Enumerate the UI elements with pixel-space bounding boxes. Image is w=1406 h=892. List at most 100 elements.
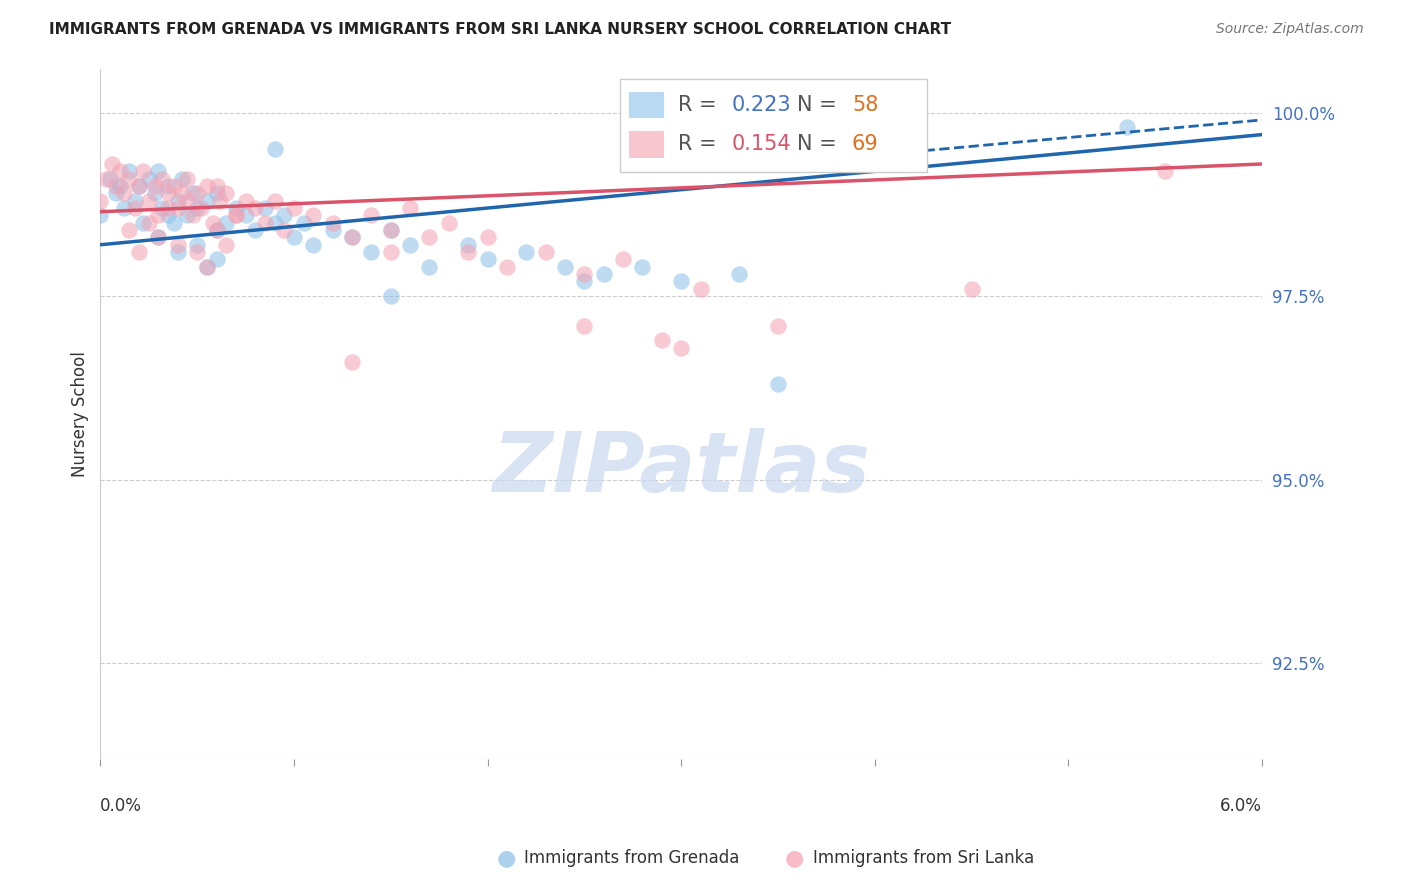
Point: [651, 333, 673, 347]
Point: [112, 186, 135, 201]
Text: N =: N =: [797, 135, 844, 154]
Point: [186, 237, 208, 252]
Point: [263, 216, 285, 230]
Point: [399, 237, 422, 252]
Point: [170, 186, 193, 201]
Point: [98, 171, 121, 186]
Point: [253, 216, 276, 230]
Text: Source: ZipAtlas.com: Source: ZipAtlas.com: [1216, 22, 1364, 37]
Point: [235, 208, 257, 222]
Point: [340, 230, 363, 244]
Point: [166, 237, 188, 252]
Point: [148, 230, 170, 244]
Point: [132, 164, 155, 178]
Point: [283, 201, 305, 215]
Point: [1115, 120, 1137, 135]
Point: [96, 171, 118, 186]
Point: [166, 201, 188, 215]
Point: [195, 194, 218, 208]
Point: [124, 201, 146, 215]
Point: [148, 230, 170, 244]
Point: [302, 237, 325, 252]
Text: ●: ●: [785, 848, 804, 868]
Point: [118, 223, 141, 237]
Point: [215, 216, 238, 230]
Point: [205, 252, 228, 267]
Point: [209, 194, 232, 208]
Point: [186, 201, 208, 215]
Point: [138, 194, 160, 208]
Point: [380, 245, 402, 260]
Text: N =: N =: [797, 95, 844, 115]
Point: [148, 164, 170, 178]
Point: [418, 260, 440, 274]
Point: [176, 208, 198, 222]
Point: [176, 194, 198, 208]
Point: [631, 260, 654, 274]
Point: [215, 237, 238, 252]
Point: [418, 230, 440, 244]
Point: [766, 377, 789, 392]
Point: [118, 164, 141, 178]
Point: [205, 223, 228, 237]
FancyBboxPatch shape: [620, 78, 928, 172]
Point: [143, 186, 166, 201]
Point: [457, 237, 479, 252]
Point: [437, 216, 460, 230]
Point: [574, 275, 596, 289]
Point: [1154, 164, 1177, 178]
Point: [245, 201, 267, 215]
Point: [457, 245, 479, 260]
Point: [112, 201, 135, 215]
Point: [360, 245, 382, 260]
Point: [124, 194, 146, 208]
Point: [181, 186, 204, 201]
Text: Immigrants from Grenada: Immigrants from Grenada: [524, 849, 740, 867]
Point: [143, 179, 166, 194]
Bar: [628, 92, 664, 119]
Point: [157, 208, 180, 222]
Point: [195, 260, 218, 274]
Point: [170, 171, 193, 186]
Point: [534, 245, 557, 260]
Point: [380, 289, 402, 303]
Text: 0.154: 0.154: [731, 135, 790, 154]
Point: [163, 216, 186, 230]
Point: [163, 179, 186, 194]
Point: [128, 179, 150, 194]
Point: [960, 282, 983, 296]
Point: [669, 341, 692, 355]
Point: [515, 245, 537, 260]
Point: [235, 194, 257, 208]
Point: [157, 186, 180, 201]
Text: 58: 58: [852, 95, 879, 115]
Point: [496, 260, 519, 274]
Point: [104, 179, 127, 194]
Point: [128, 245, 150, 260]
Point: [273, 208, 295, 222]
Point: [89, 208, 111, 222]
Point: [150, 201, 173, 215]
Point: [190, 201, 212, 215]
Point: [689, 282, 711, 296]
Point: [205, 179, 228, 194]
Text: IMMIGRANTS FROM GRENADA VS IMMIGRANTS FROM SRI LANKA NURSERY SCHOOL CORRELATION : IMMIGRANTS FROM GRENADA VS IMMIGRANTS FR…: [49, 22, 952, 37]
Point: [89, 194, 111, 208]
Point: [340, 230, 363, 244]
Point: [128, 179, 150, 194]
Text: ZIPatlas: ZIPatlas: [492, 428, 870, 509]
Y-axis label: Nursery School: Nursery School: [72, 351, 89, 476]
Point: [225, 201, 247, 215]
Point: [205, 223, 228, 237]
Text: Immigrants from Sri Lanka: Immigrants from Sri Lanka: [813, 849, 1033, 867]
Point: [101, 157, 124, 171]
Point: [766, 318, 789, 333]
Point: [132, 216, 155, 230]
Text: 0.0%: 0.0%: [100, 797, 142, 814]
Point: [138, 216, 160, 230]
Point: [176, 171, 198, 186]
Point: [215, 186, 238, 201]
Point: [138, 171, 160, 186]
Point: [118, 171, 141, 186]
Point: [322, 216, 344, 230]
